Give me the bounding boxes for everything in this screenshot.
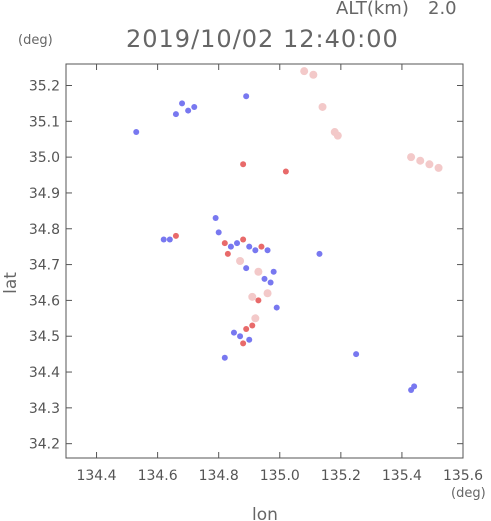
- data-point: [254, 267, 263, 276]
- data-point: [191, 103, 198, 110]
- data-point: [133, 129, 140, 136]
- x-tick-label: 135.4: [382, 468, 422, 484]
- y-tick-label: 34.2: [29, 437, 60, 453]
- data-point: [408, 386, 415, 393]
- data-point: [243, 93, 250, 100]
- data-point: [316, 250, 323, 257]
- chart-datetime: 2019/10/02 12:40:00: [126, 25, 399, 53]
- data-point: [243, 326, 250, 333]
- data-point: [212, 215, 219, 222]
- data-point: [273, 304, 280, 311]
- data-point: [249, 322, 256, 329]
- data-point: [240, 340, 247, 347]
- data-point: [221, 240, 228, 247]
- data-point: [172, 111, 179, 118]
- y-tick-label: 35.1: [29, 114, 60, 130]
- x-axis-label: lon: [252, 505, 278, 521]
- x-axis-unit: (deg): [451, 486, 486, 501]
- data-point: [185, 107, 192, 114]
- data-point: [240, 236, 247, 243]
- x-tick-label: 135.0: [260, 468, 300, 484]
- y-tick-label: 34.8: [29, 222, 60, 238]
- data-point: [230, 329, 237, 336]
- y-tick-label: 34.3: [29, 401, 60, 417]
- data-point: [251, 314, 260, 323]
- alt-label: ALT(km): [336, 0, 409, 19]
- y-tick-label: 34.4: [29, 365, 60, 381]
- data-point: [248, 292, 257, 301]
- data-point: [407, 153, 416, 162]
- data-point: [333, 131, 342, 140]
- data-point: [240, 161, 247, 168]
- data-point: [282, 168, 289, 175]
- axis-ticks: 134.4 134.6 134.8 135.0 135.2 135.4 135.6 34.2 3…: [29, 64, 483, 484]
- y-tick-label: 34.6: [29, 293, 60, 309]
- data-point: [258, 243, 265, 250]
- x-tick-label: 134.4: [76, 468, 116, 484]
- data-point: [353, 351, 360, 358]
- y-axis-label: lat: [1, 272, 21, 294]
- x-tick-label: 135.6: [443, 468, 483, 484]
- y-axis-unit: (deg): [18, 33, 53, 48]
- data-point: [246, 336, 253, 343]
- data-point: [234, 240, 241, 247]
- plot-frame: [65, 63, 464, 459]
- data-point: [221, 354, 228, 361]
- data-points: [133, 67, 443, 393]
- x-tick-label: 135.2: [321, 468, 361, 484]
- data-point: [166, 236, 173, 243]
- data-point: [255, 297, 262, 304]
- data-point: [300, 67, 309, 76]
- y-tick-label: 35.2: [29, 78, 60, 94]
- data-point: [425, 160, 434, 169]
- data-point: [224, 250, 231, 257]
- data-point: [243, 265, 250, 272]
- y-tick-label: 34.9: [29, 186, 60, 202]
- data-point: [172, 232, 179, 239]
- data-point: [416, 156, 425, 165]
- x-tick-label: 134.8: [199, 468, 239, 484]
- data-point: [179, 100, 186, 107]
- y-tick-label: 34.7: [29, 258, 60, 274]
- data-point: [263, 289, 272, 298]
- data-point: [252, 247, 259, 254]
- data-point: [261, 275, 268, 282]
- data-point: [264, 247, 271, 254]
- alt-value: 2.0: [428, 0, 457, 19]
- data-point: [237, 333, 244, 340]
- data-point: [246, 243, 253, 250]
- data-point: [227, 243, 234, 250]
- data-point: [434, 163, 443, 172]
- data-point: [309, 70, 318, 79]
- data-point: [318, 102, 327, 111]
- x-tick-label: 134.6: [138, 468, 178, 484]
- data-point: [160, 236, 167, 243]
- data-point: [270, 268, 277, 275]
- data-point: [267, 279, 274, 286]
- y-tick-label: 35.0: [29, 150, 60, 166]
- y-tick-label: 34.5: [29, 329, 60, 345]
- data-point: [236, 257, 245, 265]
- data-point: [215, 229, 222, 236]
